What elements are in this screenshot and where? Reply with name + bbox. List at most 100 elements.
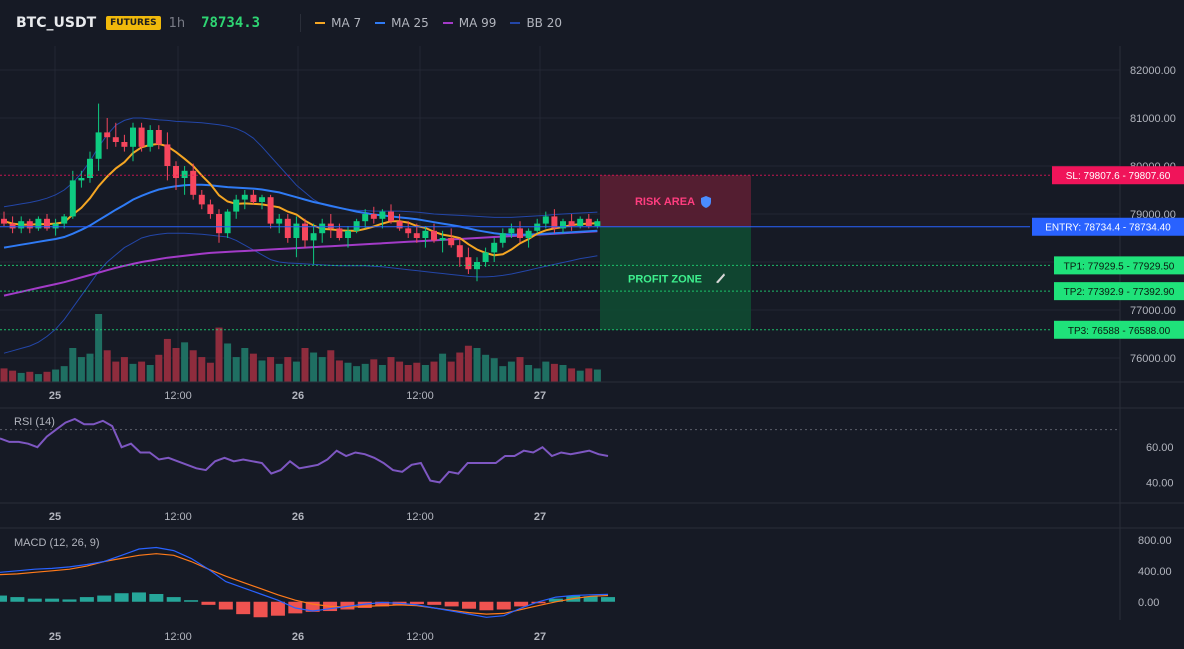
shield-icon [701, 195, 711, 208]
sl-tag-text: SL: 79807.6 - 79807.60 [1066, 171, 1171, 182]
candle-body [431, 230, 437, 241]
moving-averages [3, 142, 598, 297]
macd-hist-bar [514, 601, 529, 607]
price-tick: 81000.00 [1130, 113, 1176, 125]
rsi-line [0, 417, 609, 484]
volume-bar [301, 348, 309, 382]
candle-body [121, 142, 128, 147]
time-tick: 12:00 [164, 631, 192, 643]
volume-bar [232, 357, 240, 382]
volume-bar [60, 366, 68, 382]
rsi-tick: 60.00 [1146, 442, 1174, 454]
macd-hist-bar [548, 598, 563, 602]
candle-body [560, 221, 566, 229]
volume-bar [17, 372, 25, 382]
volume-bar [189, 350, 197, 382]
macd-line [0, 546, 609, 618]
volume-bar [112, 361, 120, 382]
time-tick: 27 [534, 511, 546, 523]
volume-bar [198, 357, 206, 382]
volume-bar [447, 361, 455, 382]
chart-background [0, 46, 1184, 649]
macd-hist-bar [131, 592, 146, 602]
volume-bar [464, 345, 472, 382]
risk-area-box [600, 175, 751, 227]
ma7-line [3, 142, 598, 257]
volume-bar [550, 363, 558, 382]
last-price: 78734.3 [201, 15, 261, 31]
candle-body [1, 218, 7, 224]
volume-bar [430, 361, 438, 382]
volume-bar [129, 363, 137, 382]
volume-bar [52, 369, 60, 382]
chart-header: BTC_USDT FUTURES 1h 78734.3 MA 7 MA 25 M… [0, 0, 1184, 46]
candle-body [52, 223, 59, 229]
volume-bar [146, 365, 154, 382]
volume-bar [499, 366, 507, 382]
candle-body [207, 204, 214, 214]
candle-body [190, 170, 197, 195]
volume-bar [103, 350, 111, 382]
legend-ma99[interactable]: MA 99 [442, 16, 496, 30]
volume-bar [69, 348, 77, 382]
entry-tag [1032, 217, 1184, 236]
legend-ma25[interactable]: MA 25 [375, 16, 429, 30]
volume-bar [284, 357, 292, 382]
legend-ma7[interactable]: MA 7 [315, 16, 361, 30]
candle-body [181, 170, 188, 178]
volume-bar [155, 354, 163, 382]
candle-body [422, 230, 429, 238]
volume-bar [172, 348, 180, 382]
volume-bar [378, 365, 386, 382]
macd-hist-bar [305, 601, 320, 612]
volume-bar [258, 360, 266, 382]
candle-body [448, 238, 455, 246]
volume-bar [525, 365, 533, 382]
macd-hist-bar [270, 601, 285, 616]
candle-body [499, 233, 506, 243]
macd-tick: 800.00 [1138, 535, 1172, 547]
sl-tag [1052, 166, 1184, 185]
ma25-line [3, 183, 598, 249]
macd-hist-bar [79, 597, 94, 602]
macd-panel: MACD (12, 26, 9) 800.00 400.00 0.00 [0, 535, 1172, 618]
volume-bar [0, 368, 8, 382]
candle-body [345, 230, 351, 238]
macd-hist-bar [583, 596, 598, 602]
tp1-tag [1054, 256, 1184, 275]
bb-upper-line [3, 117, 598, 218]
volume-bar [482, 354, 490, 382]
candle-body [276, 218, 283, 224]
candle-body [112, 137, 119, 142]
futures-badge: FUTURES [106, 16, 161, 30]
time-tick: 25 [49, 390, 61, 402]
candle-body [577, 218, 584, 226]
volume-bar [370, 359, 378, 382]
candle-body [138, 127, 145, 147]
candle-body [327, 223, 334, 229]
candle-body [241, 194, 248, 200]
candle-body [173, 166, 179, 178]
candle-body [517, 228, 523, 238]
time-tick: 12:00 [164, 511, 192, 523]
price-tick: 76000.00 [1130, 353, 1176, 365]
macd-hist-bar [375, 601, 390, 607]
timeframe[interactable]: 1h [168, 15, 186, 31]
legend-bb20[interactable]: BB 20 [510, 16, 562, 30]
volume-bar [224, 343, 232, 382]
candle-body [336, 228, 343, 238]
macd-hist-bar [27, 598, 42, 602]
time-tick: 27 [534, 390, 546, 402]
candle-body [456, 245, 463, 258]
volume-bar [241, 348, 249, 382]
volume-bar [421, 365, 429, 382]
macd-hist-bar [496, 601, 511, 610]
volume-bar [533, 368, 541, 382]
symbol-name[interactable]: BTC_USDT [16, 15, 97, 31]
volume-bar [310, 352, 318, 382]
time-tick: 12:00 [406, 390, 434, 402]
candle-body [362, 214, 369, 222]
ma25-swatch [375, 22, 386, 24]
macd-hist-bar [62, 599, 77, 602]
